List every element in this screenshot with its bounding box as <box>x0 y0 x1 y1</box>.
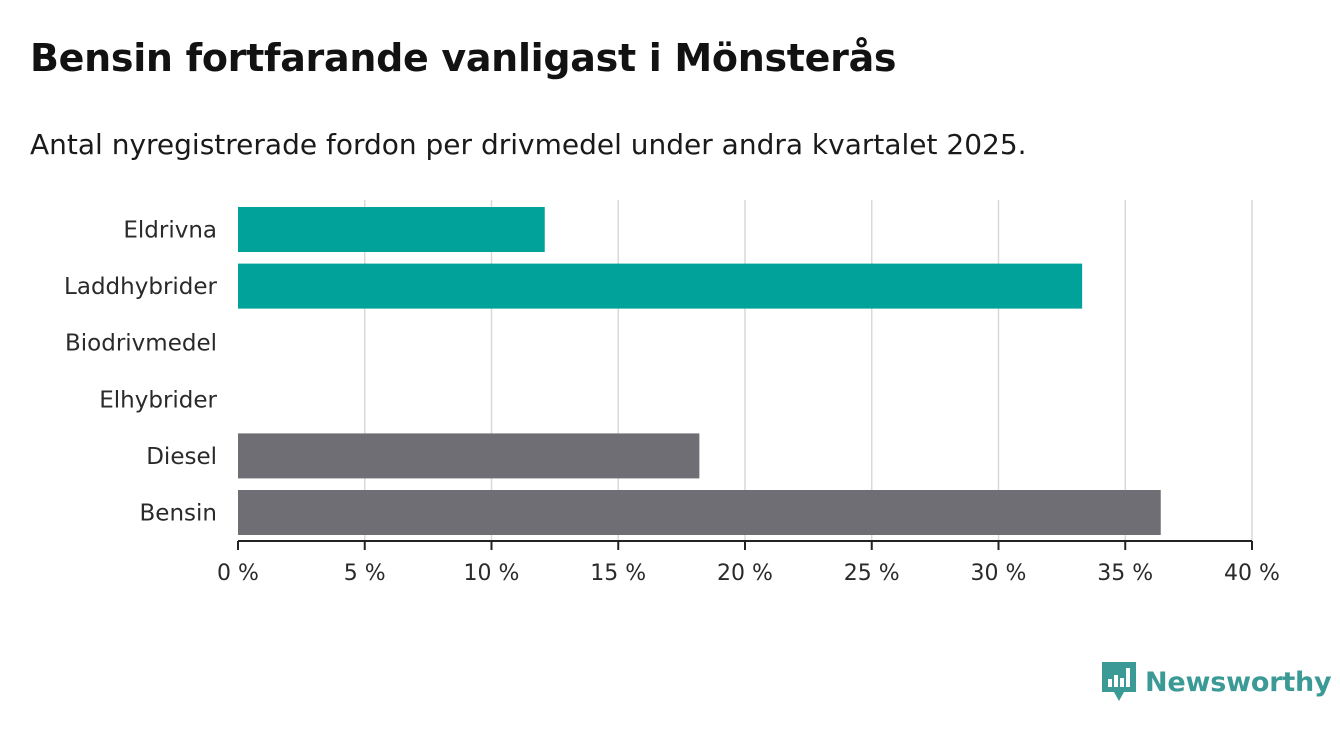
bar-eldrivna <box>238 207 545 252</box>
x-axis: 0 % 5 % 10 % 15 % 20 % 25 % 30 % 35 % 40 % <box>217 540 1280 586</box>
x-tick-label: 25 % <box>844 561 900 586</box>
chart-subtitle: Antal nyregistrerade fordon per drivmede… <box>30 128 1027 161</box>
grid-lines <box>364 200 1253 541</box>
bar-laddhybrider <box>238 263 1083 309</box>
category-label: Eldrivna <box>123 218 217 244</box>
x-tick-label: 40 % <box>1224 561 1280 586</box>
x-tick-label: 5 % <box>344 561 386 586</box>
bar-diesel <box>238 433 700 479</box>
x-tick-label: 0 % <box>217 561 259 586</box>
x-tick-label: 10 % <box>464 561 520 586</box>
category-label: Bensin <box>140 501 217 527</box>
x-tick-label: 20 % <box>717 561 773 586</box>
x-tick-label: 15 % <box>590 561 646 586</box>
x-tick-label: 35 % <box>1097 561 1153 586</box>
x-tick-label: 30 % <box>971 561 1027 586</box>
bar-chart-logo-icon <box>1102 662 1136 701</box>
category-labels: Eldrivna Laddhybrider Biodrivmedel Elhybrid… <box>64 218 217 527</box>
brand-logo: Newsworthy <box>1102 662 1332 702</box>
chart-title: Bensin fortfarande vanligast i Mönsterås <box>30 36 897 80</box>
bar-bensin <box>238 490 1161 535</box>
brand-name: Newsworthy <box>1145 666 1332 698</box>
category-label: Laddhybrider <box>64 274 217 300</box>
bars <box>238 207 1161 535</box>
category-label: Diesel <box>146 444 217 470</box>
category-label: Elhybrider <box>99 387 217 413</box>
category-label: Biodrivmedel <box>65 331 217 357</box>
